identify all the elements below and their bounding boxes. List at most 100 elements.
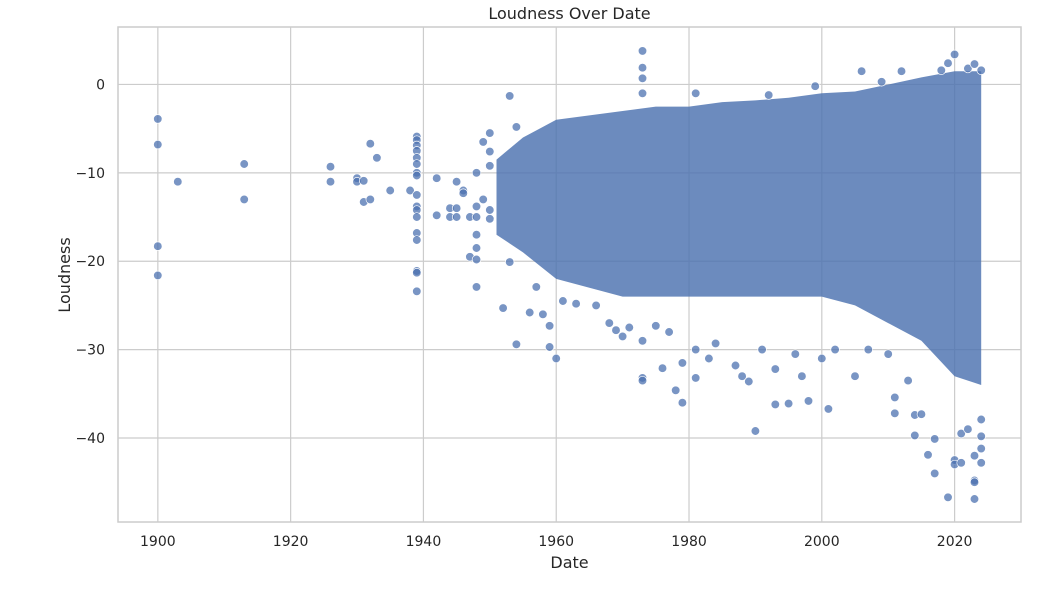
data-point (637, 73, 648, 83)
data-point (505, 257, 515, 267)
data-point (737, 371, 747, 381)
x-tick-label: 2020 (937, 534, 973, 550)
data-point (903, 375, 913, 386)
data-point (505, 91, 515, 101)
data-point (412, 190, 422, 200)
data-point (783, 398, 794, 409)
data-point (478, 137, 488, 147)
data-point (817, 353, 827, 364)
data-point (325, 177, 336, 187)
data-point (405, 185, 415, 196)
data-point (153, 139, 163, 150)
data-point (432, 173, 442, 183)
data-point (770, 399, 780, 410)
data-point (704, 353, 714, 364)
data-point (637, 88, 648, 98)
data-point (471, 201, 482, 212)
x-tick-label: 2000 (804, 534, 840, 550)
x-tick-label: 1920 (273, 534, 309, 550)
data-point (730, 360, 741, 371)
data-point (744, 376, 754, 387)
data-point (930, 468, 940, 479)
data-point (624, 322, 634, 333)
data-point (412, 212, 422, 222)
data-point (823, 404, 834, 414)
data-point (830, 344, 840, 355)
data-point (511, 122, 522, 132)
data-point (956, 458, 966, 468)
data-point (412, 159, 422, 169)
data-point (890, 392, 900, 403)
data-point (770, 364, 780, 374)
data-point (664, 327, 674, 337)
data-point (544, 342, 555, 352)
y-tick-labels: 0 −10 −20 −30 −40 (75, 77, 105, 447)
data-point (617, 331, 628, 342)
data-point (485, 205, 495, 215)
data-point (651, 321, 661, 331)
y-tick-label: −40 (75, 431, 105, 447)
dense-point-region (496, 71, 982, 385)
data-point (943, 58, 953, 68)
data-point (551, 353, 561, 364)
data-point (365, 139, 375, 149)
y-axis-label: Loudness (55, 237, 74, 312)
data-point (591, 300, 601, 311)
data-point (936, 65, 946, 75)
x-tick-label: 1900 (140, 534, 176, 550)
data-point (803, 396, 814, 406)
data-point (976, 443, 986, 454)
data-point (691, 88, 701, 98)
data-point (883, 349, 893, 359)
data-point (153, 241, 163, 251)
data-point (969, 59, 980, 69)
data-point (372, 153, 382, 163)
data-point (677, 398, 688, 408)
data-point (637, 336, 648, 346)
data-point (976, 414, 986, 425)
data-point (538, 309, 548, 319)
data-point (963, 424, 973, 434)
data-point (412, 235, 422, 245)
data-point (511, 339, 522, 349)
data-point (856, 66, 867, 76)
data-point (691, 373, 701, 383)
data-point (890, 408, 900, 418)
y-tick-label: 0 (96, 77, 105, 93)
dense-point-cloud (496, 71, 982, 385)
data-points (153, 46, 986, 504)
data-point (471, 254, 482, 265)
data-point (544, 321, 555, 331)
x-tick-label: 1940 (406, 534, 442, 550)
y-tick-label: −20 (75, 254, 105, 270)
data-point (471, 230, 482, 240)
data-point (451, 203, 462, 213)
data-point (412, 268, 422, 278)
data-point (976, 458, 986, 468)
data-point (525, 307, 535, 318)
data-point (637, 63, 648, 73)
data-point (451, 212, 462, 222)
data-point (432, 210, 442, 220)
data-point (810, 81, 820, 91)
data-point (485, 146, 495, 157)
data-point (910, 430, 920, 441)
data-point (969, 451, 980, 461)
data-point (365, 194, 375, 205)
data-point (710, 338, 721, 349)
data-point (471, 212, 482, 222)
data-point (963, 63, 973, 74)
data-point (451, 177, 462, 187)
data-point (956, 428, 966, 439)
data-point (458, 188, 468, 198)
x-axis-label: Date (550, 553, 588, 572)
data-point (949, 49, 960, 60)
data-point (863, 344, 873, 355)
data-point (359, 176, 369, 186)
data-point (239, 194, 249, 205)
data-point (604, 318, 614, 328)
x-tick-labels: 1900 1920 1940 1960 1980 2000 2020 (140, 534, 972, 550)
data-point (757, 344, 767, 355)
data-point (412, 286, 422, 296)
data-point (677, 358, 688, 368)
